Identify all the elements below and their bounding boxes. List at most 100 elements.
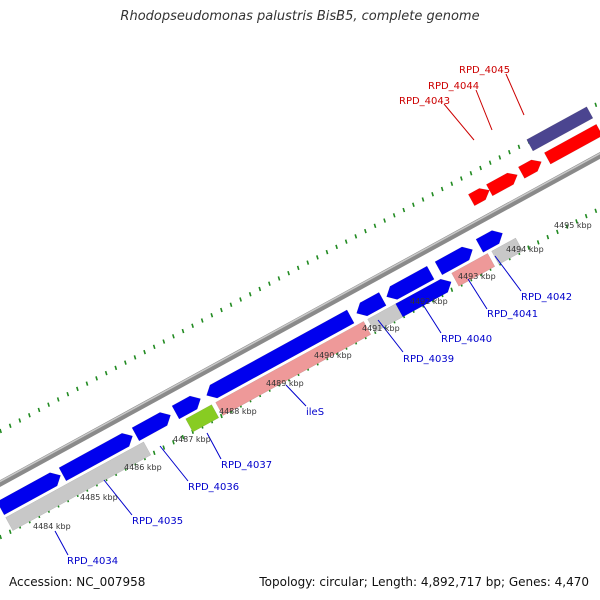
tick-mark	[8, 529, 12, 534]
gene-rpd-4034-rev[interactable]	[5, 441, 152, 531]
accession-text: Accession: NC_007958	[9, 575, 146, 589]
gene-label-rpd-4040[interactable]: RPD_4040	[441, 334, 492, 345]
map-title: Rhodopseudomonas palustris BisB5, comple…	[120, 9, 480, 24]
tick-mark	[104, 370, 108, 376]
gene-rpd-4045[interactable]	[517, 159, 542, 179]
gene-label-iles[interactable]: ileS	[306, 407, 324, 418]
leader-line	[467, 278, 488, 310]
kbp-label: 4487 kbp	[173, 435, 211, 444]
tick-mark	[37, 407, 41, 413]
tick-mark	[162, 339, 166, 344]
tick-mark	[460, 176, 463, 181]
gene-rpd-4042[interactable]	[491, 237, 524, 265]
tick-mark	[344, 239, 348, 244]
gene-rpd-4041-rrna[interactable]	[451, 253, 496, 287]
gene-label-rpd-4035[interactable]: RPD_4035	[132, 516, 183, 527]
tick-mark	[95, 376, 98, 381]
tick-mark	[258, 286, 262, 292]
gene-label-rpd-4043[interactable]: RPD_4043	[399, 96, 450, 107]
gene-label-rpd-4036[interactable]: RPD_4036	[188, 482, 239, 493]
tick-mark	[220, 307, 223, 313]
leader-line	[377, 319, 404, 353]
gene-rpd-4043[interactable]	[467, 188, 490, 207]
tick-mark	[565, 224, 569, 229]
tick-mark	[402, 207, 406, 213]
kbp-label: 4484 kbp	[33, 522, 71, 531]
gene-label-rpd-4042[interactable]: RPD_4042	[521, 292, 572, 303]
gene-iles[interactable]	[215, 320, 372, 416]
gene-label-rpd-4037[interactable]: RPD_4037	[221, 460, 272, 471]
tick-mark	[143, 349, 146, 355]
leader-line	[475, 89, 493, 131]
tick-mark	[210, 313, 214, 318]
tick-mark	[28, 412, 31, 418]
kbp-label: 4491 kbp	[362, 324, 400, 333]
tick-mark	[546, 234, 550, 240]
gene-rpd-4038[interactable]	[206, 309, 355, 399]
genome-backbone-highlight	[0, 152, 600, 483]
tick-mark	[248, 291, 252, 297]
gene-labels: RPD_4034 RPD_4035 RPD_4036 RPD_4037 ileS…	[67, 65, 572, 567]
gene-rpd-4039[interactable]	[386, 265, 435, 300]
tick-mark	[200, 318, 204, 323]
topology-text: Topology: circular; Length: 4,892,717 bp…	[259, 575, 589, 589]
tick-mark	[325, 249, 329, 255]
tick-mark	[498, 155, 502, 160]
leader-line	[419, 299, 442, 334]
tick-mark	[450, 181, 454, 186]
gene-label-rpd-4034[interactable]: RPD_4034	[67, 556, 118, 567]
gene-rpd-4040-fwd[interactable]	[395, 278, 452, 318]
tick-mark	[18, 418, 22, 423]
gene-features	[0, 106, 600, 531]
gene-label-rpd-4044[interactable]: RPD_4044	[428, 81, 479, 92]
tick-mark	[56, 397, 60, 402]
tick-mark	[181, 328, 185, 334]
leader-line	[443, 103, 475, 141]
leader-line	[494, 255, 522, 292]
tick-mark	[508, 149, 511, 155]
leader-line	[159, 445, 189, 482]
gene-rpd-4040[interactable]	[434, 246, 473, 276]
tick-mark	[335, 244, 338, 250]
kbp-label: 4488 kbp	[219, 407, 257, 416]
kbp-label: 4493 kbp	[458, 272, 496, 281]
tick-mark	[316, 255, 319, 260]
gene-rpd-4035[interactable]	[58, 432, 133, 482]
tick-mark	[296, 265, 300, 271]
gene-rpd-4034[interactable]	[0, 472, 61, 516]
tick-mark	[450, 287, 454, 292]
gene-rpd-4041[interactable]	[475, 230, 503, 253]
gene-rpd-4046[interactable]	[543, 123, 600, 165]
tick-mark	[8, 423, 12, 428]
gene-label-rpd-4045[interactable]: RPD_4045	[459, 65, 510, 76]
leader-line	[285, 384, 307, 407]
leader-line	[103, 479, 133, 516]
kbp-label: 4486 kbp	[124, 463, 162, 472]
kbp-label: 4495 kbp	[554, 221, 592, 230]
tick-mark	[383, 218, 386, 223]
dark-feature[interactable]	[526, 106, 594, 152]
gene-rpd-4036[interactable]	[131, 412, 171, 442]
tick-mark	[239, 297, 242, 302]
gene-rpd-4044[interactable]	[485, 172, 518, 197]
tick-mark	[0, 534, 2, 540]
tick-mark	[85, 381, 89, 386]
kbp-labels: 4484 kbp 4485 kbp 4486 kbp 4487 kbp 4488…	[33, 221, 592, 531]
kbp-label: 4494 kbp	[506, 245, 544, 254]
tick-mark	[584, 213, 588, 219]
tick-mark	[440, 186, 444, 192]
gene-rpd-4037[interactable]	[171, 395, 201, 420]
trna-feature[interactable]	[185, 404, 220, 433]
tick-mark	[220, 413, 223, 419]
tick-mark	[114, 365, 118, 371]
tick-mark	[181, 434, 185, 440]
tick-mark	[0, 428, 2, 434]
gene-label-rpd-4041[interactable]: RPD_4041	[487, 309, 538, 320]
label-leaders	[54, 73, 525, 556]
tick-mark	[229, 302, 233, 307]
gene-rpd-4039a[interactable]	[356, 292, 387, 317]
tick-mark	[364, 228, 367, 234]
gene-label-rpd-4039[interactable]: RPD_4039	[403, 354, 454, 365]
kbp-label: 4489 kbp	[266, 379, 304, 388]
